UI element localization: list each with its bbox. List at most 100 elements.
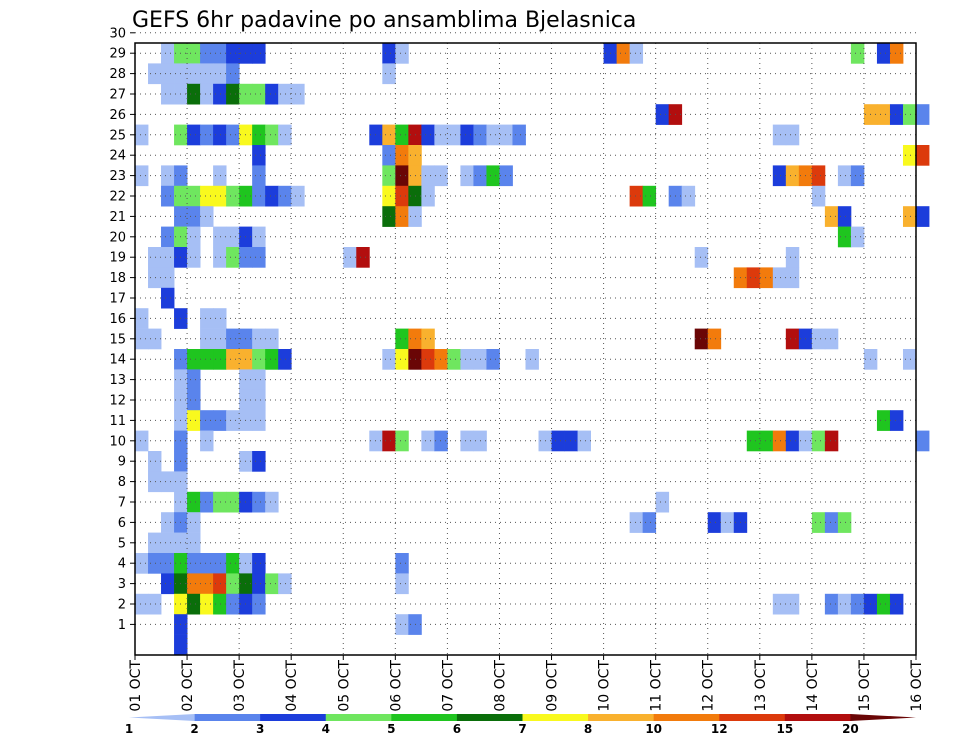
heatmap-cell (226, 63, 240, 85)
y-tick-label: 8 (118, 475, 126, 490)
heatmap-cell (252, 349, 266, 370)
heatmap-cell (148, 328, 162, 350)
heatmap-cell (772, 430, 787, 452)
heatmap-cell (252, 226, 266, 248)
heatmap-cell (252, 165, 266, 187)
heatmap-cell (187, 185, 201, 207)
heatmap-cell (213, 491, 227, 513)
heatmap-cell (226, 43, 240, 64)
colorbar-label: 4 (322, 722, 330, 736)
heatmap-cell (460, 124, 474, 146)
heatmap-cell (382, 349, 396, 370)
heatmap-cell (200, 308, 214, 329)
heatmap-cell (265, 124, 279, 146)
heatmap-cell (382, 145, 396, 166)
x-tick-label: 15 OCT (857, 660, 873, 712)
heatmap-cell (213, 124, 227, 146)
y-tick-label: 20 (109, 230, 126, 245)
heatmap-cell (252, 43, 266, 64)
colorbar-swatch (850, 714, 916, 721)
heatmap-cell (252, 145, 266, 166)
heatmap-cell (564, 430, 578, 452)
heatmap-cell (161, 185, 175, 207)
heatmap-cell (876, 43, 891, 64)
heatmap-cell (772, 124, 787, 146)
heatmap-cell (148, 471, 162, 493)
x-tick-label: 07 OCT (440, 660, 456, 712)
colorbar-swatch (784, 714, 851, 721)
heatmap-cell (916, 145, 930, 166)
heatmap-cell (226, 83, 240, 105)
heatmap-cell (837, 206, 852, 227)
heatmap-cell (785, 430, 800, 452)
heatmap-cell (434, 165, 448, 187)
heatmap-cell (824, 206, 839, 227)
heatmap-cell (811, 430, 826, 452)
heatmap-cell (746, 430, 761, 452)
heatmap-cell (486, 165, 500, 187)
y-tick-label: 13 (109, 373, 126, 388)
heatmap-cell (707, 328, 722, 350)
heatmap-cell (200, 349, 214, 370)
heatmap-cell (200, 430, 214, 452)
heatmap-cell (200, 206, 214, 227)
heatmap-cell (369, 124, 383, 146)
heatmap-cell (213, 226, 227, 248)
heatmap-cell (252, 491, 266, 513)
x-tick-label: 02 OCT (180, 660, 196, 712)
heatmap-cell (135, 124, 149, 146)
x-tick-label: 14 OCT (805, 660, 821, 712)
heatmap-cell (499, 124, 513, 146)
heatmap-cell (356, 247, 370, 268)
colorbar-label: 3 (256, 722, 264, 736)
heatmap-cell (252, 83, 266, 105)
y-tick-label: 29 (109, 47, 126, 62)
heatmap-cell (916, 104, 930, 125)
heatmap-cell (512, 124, 526, 146)
x-tick-label: 04 OCT (284, 660, 300, 712)
heatmap-cell (421, 349, 435, 370)
heatmap-cell (720, 512, 735, 533)
heatmap-cell (460, 349, 474, 370)
heatmap-cell (226, 185, 240, 207)
heatmap-cell (889, 43, 904, 64)
heatmap-cell (916, 206, 930, 227)
heatmap-cell (213, 165, 227, 187)
heatmap-cell (200, 185, 214, 207)
x-tick-label: 10 OCT (597, 660, 613, 712)
heatmap-cell (187, 43, 201, 64)
heatmap-cell (811, 165, 826, 187)
colorbar-swatch (325, 714, 392, 721)
colorbar-label: 12 (711, 722, 728, 736)
x-tick-label: 11 OCT (649, 660, 665, 712)
heatmap-cell (187, 553, 201, 574)
heatmap-cell (551, 430, 565, 452)
heatmap-cell (824, 328, 839, 350)
heatmap-cell (161, 532, 175, 554)
heatmap-cell (252, 185, 266, 207)
heatmap-cell (902, 104, 917, 125)
heatmap-cell (642, 512, 657, 533)
heatmap-cell (187, 410, 201, 431)
heatmap-cell (785, 593, 800, 615)
heatmap-cell (226, 553, 240, 574)
heatmap-cell (213, 308, 227, 329)
heatmap-cell (252, 247, 266, 268)
heatmap-cell (213, 247, 227, 268)
y-tick-label: 24 (109, 149, 126, 164)
heatmap-cell (785, 165, 800, 187)
heatmap-cell (265, 349, 279, 370)
heatmap-cell (447, 349, 461, 370)
heatmap-cell (421, 328, 435, 350)
heatmap-cell (187, 63, 201, 85)
colorbar-label: 5 (387, 722, 395, 736)
y-tick-label: 12 (109, 394, 126, 409)
heatmap-cell (837, 226, 852, 248)
colorbar-swatch (522, 714, 589, 721)
y-tick-label: 17 (109, 292, 126, 307)
heatmap-cell (148, 451, 162, 472)
heatmap-cell (785, 267, 800, 289)
heatmap-cell (395, 124, 409, 146)
heatmap-cell (213, 349, 227, 370)
heatmap-cell (616, 43, 631, 64)
